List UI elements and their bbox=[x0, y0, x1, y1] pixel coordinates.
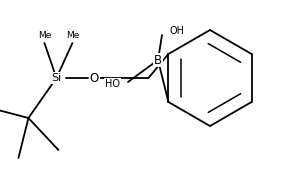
Text: Me: Me bbox=[66, 30, 79, 40]
Text: O: O bbox=[90, 72, 99, 84]
Text: HO: HO bbox=[105, 79, 120, 89]
Text: Si: Si bbox=[51, 73, 62, 83]
Text: Me: Me bbox=[38, 30, 51, 40]
Text: B: B bbox=[154, 53, 162, 67]
Text: OH: OH bbox=[170, 26, 185, 36]
